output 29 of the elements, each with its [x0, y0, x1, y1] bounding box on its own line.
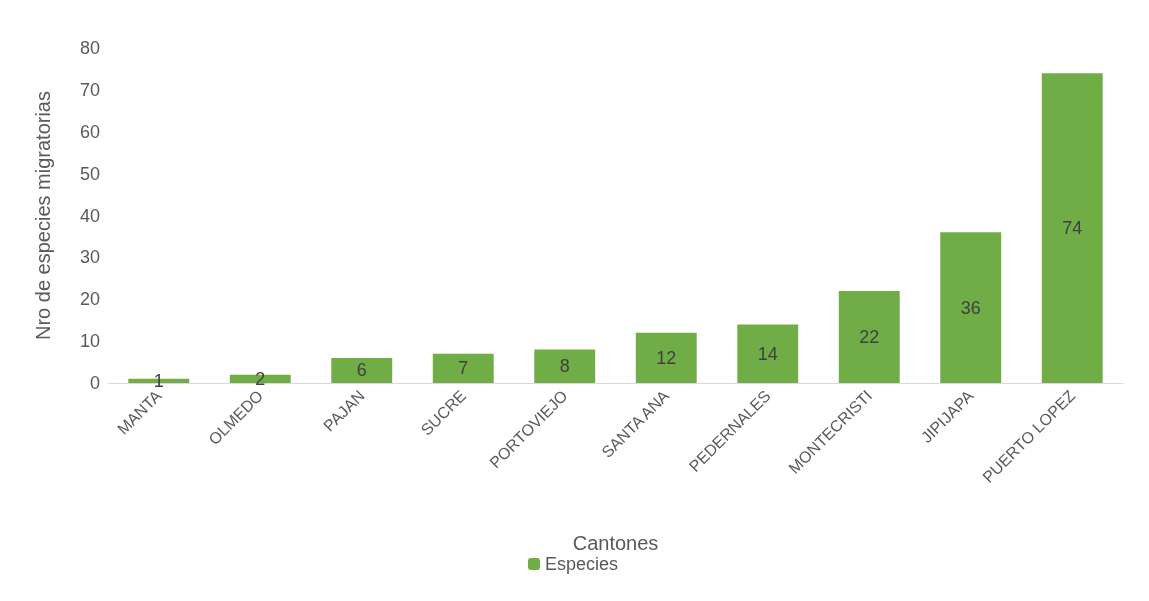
y-tick-label: 20 — [79, 289, 100, 310]
y-axis-title: Nro de especies migratorias — [32, 91, 54, 340]
x-axis-title: Cantones — [572, 532, 659, 554]
y-tick-label: 30 — [79, 247, 100, 268]
bar — [432, 353, 494, 383]
data-label: 74 — [1062, 218, 1083, 239]
data-label: 14 — [757, 343, 778, 364]
bar — [534, 349, 596, 383]
bar — [229, 374, 291, 383]
y-tick-label: 60 — [79, 121, 100, 142]
y-tick-label: 40 — [79, 205, 100, 226]
legend-label: Especies — [544, 554, 619, 574]
data-label: 6 — [356, 360, 367, 381]
bar — [1041, 73, 1103, 383]
y-tick-label: 0 — [89, 373, 100, 393]
data-label: 8 — [559, 356, 570, 377]
data-label: 22 — [859, 326, 880, 347]
y-tick-label: 70 — [79, 79, 100, 100]
data-label: 7 — [458, 358, 469, 379]
y-tick-label: 50 — [79, 163, 100, 184]
bar — [737, 324, 799, 383]
y-tick-label: 10 — [79, 331, 100, 352]
bar — [940, 232, 1002, 383]
bar — [635, 332, 697, 383]
data-label: 36 — [960, 297, 981, 318]
bar — [331, 357, 393, 383]
y-tick-label: 80 — [79, 38, 100, 58]
data-label: 12 — [656, 347, 677, 368]
bar — [838, 290, 900, 383]
